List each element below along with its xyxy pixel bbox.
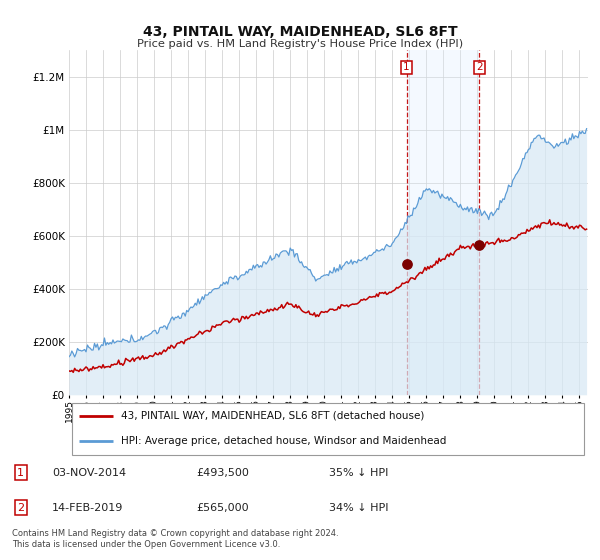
Text: 1: 1 <box>17 468 24 478</box>
Text: 43, PINTAIL WAY, MAIDENHEAD, SL6 8FT: 43, PINTAIL WAY, MAIDENHEAD, SL6 8FT <box>143 25 457 39</box>
Text: 2: 2 <box>476 63 483 72</box>
Text: 43, PINTAIL WAY, MAIDENHEAD, SL6 8FT (detached house): 43, PINTAIL WAY, MAIDENHEAD, SL6 8FT (de… <box>121 410 424 421</box>
Text: £493,500: £493,500 <box>196 468 249 478</box>
Text: £565,000: £565,000 <box>196 502 249 512</box>
FancyBboxPatch shape <box>71 403 584 455</box>
Text: 35% ↓ HPI: 35% ↓ HPI <box>329 468 388 478</box>
Point <box>475 241 484 250</box>
Text: Price paid vs. HM Land Registry's House Price Index (HPI): Price paid vs. HM Land Registry's House … <box>137 39 463 49</box>
Text: 34% ↓ HPI: 34% ↓ HPI <box>329 502 388 512</box>
Text: 14-FEB-2019: 14-FEB-2019 <box>52 502 124 512</box>
Text: HPI: Average price, detached house, Windsor and Maidenhead: HPI: Average price, detached house, Wind… <box>121 436 446 446</box>
Text: Contains HM Land Registry data © Crown copyright and database right 2024.
This d: Contains HM Land Registry data © Crown c… <box>12 529 338 549</box>
Text: 2: 2 <box>17 502 24 512</box>
Bar <box>407 50 479 395</box>
Point <box>402 260 412 269</box>
Text: 1: 1 <box>403 63 410 72</box>
Text: 03-NOV-2014: 03-NOV-2014 <box>52 468 127 478</box>
